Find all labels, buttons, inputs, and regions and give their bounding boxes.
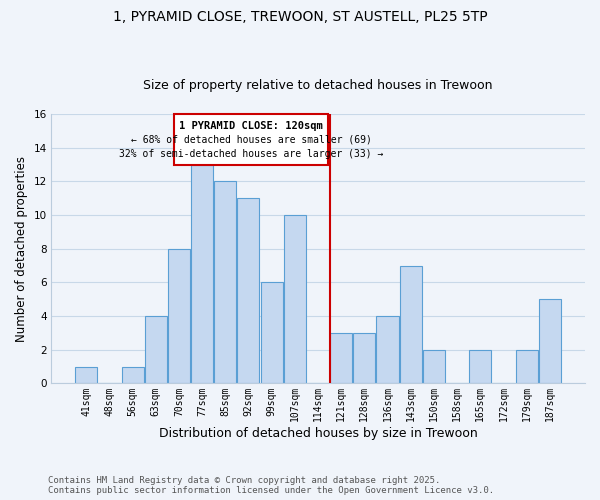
- Bar: [423, 350, 445, 384]
- Bar: [175, 114, 328, 164]
- Bar: [191, 164, 213, 384]
- Bar: [515, 350, 538, 384]
- Text: 1 PYRAMID CLOSE: 120sqm: 1 PYRAMID CLOSE: 120sqm: [179, 120, 323, 130]
- Bar: [284, 215, 306, 384]
- Title: Size of property relative to detached houses in Trewoon: Size of property relative to detached ho…: [143, 79, 493, 92]
- Text: Contains HM Land Registry data © Crown copyright and database right 2025.
Contai: Contains HM Land Registry data © Crown c…: [48, 476, 494, 495]
- Bar: [376, 316, 398, 384]
- Bar: [469, 350, 491, 384]
- Y-axis label: Number of detached properties: Number of detached properties: [15, 156, 28, 342]
- Bar: [400, 266, 422, 384]
- X-axis label: Distribution of detached houses by size in Trewoon: Distribution of detached houses by size …: [158, 427, 478, 440]
- Bar: [353, 333, 376, 384]
- Text: ← 68% of detached houses are smaller (69): ← 68% of detached houses are smaller (69…: [131, 134, 372, 144]
- Bar: [260, 282, 283, 384]
- Bar: [145, 316, 167, 384]
- Bar: [330, 333, 352, 384]
- Bar: [238, 198, 259, 384]
- Bar: [214, 182, 236, 384]
- Bar: [539, 299, 561, 384]
- Text: 1, PYRAMID CLOSE, TREWOON, ST AUSTELL, PL25 5TP: 1, PYRAMID CLOSE, TREWOON, ST AUSTELL, P…: [113, 10, 487, 24]
- Bar: [75, 366, 97, 384]
- Bar: [122, 366, 143, 384]
- Bar: [168, 248, 190, 384]
- Text: 32% of semi-detached houses are larger (33) →: 32% of semi-detached houses are larger (…: [119, 148, 383, 158]
